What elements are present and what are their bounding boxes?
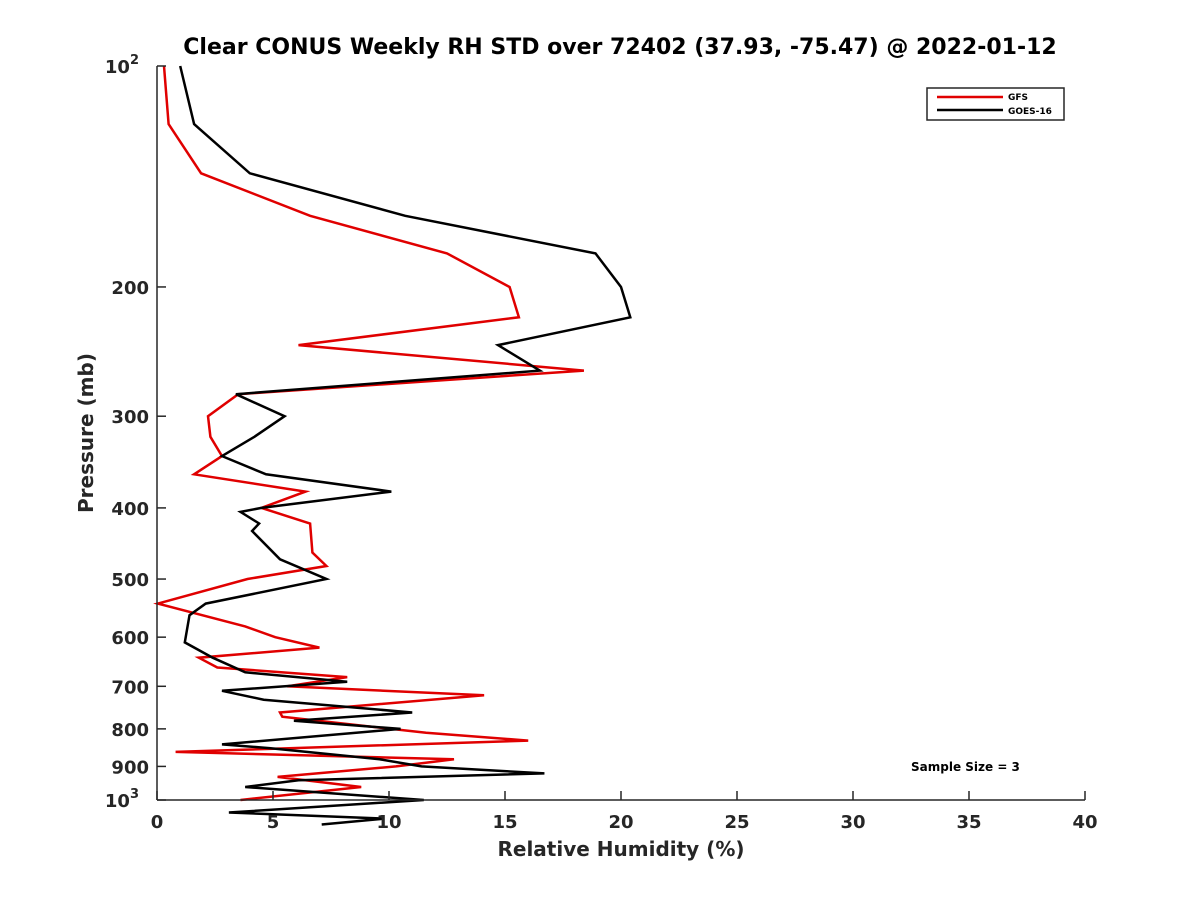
y-tick-label: 103 bbox=[105, 787, 139, 812]
plot-area bbox=[153, 65, 632, 826]
y-tick-label: 300 bbox=[111, 407, 149, 428]
legend: GFS GOES-16 bbox=[926, 87, 1065, 121]
axes: 0 5 10 15 20 25 30 35 40 102 200 300 400 500 600 700 800… bbox=[105, 53, 1098, 833]
y-tick-label: 900 bbox=[111, 757, 149, 778]
x-tick-label: 5 bbox=[267, 812, 280, 833]
y-tick-label: 200 bbox=[111, 278, 149, 299]
y-tick-label: 500 bbox=[111, 570, 149, 591]
x-tick-label: 35 bbox=[956, 812, 981, 833]
x-tick-label: 30 bbox=[840, 812, 865, 833]
x-tick-label: 15 bbox=[492, 812, 517, 833]
y-tick-label: 102 bbox=[105, 53, 139, 78]
y-tick-exponent: 2 bbox=[130, 53, 139, 68]
sample-size-annotation: Sample Size = 3 bbox=[911, 760, 1020, 774]
legend-box bbox=[926, 87, 1065, 121]
y-tick-label: 400 bbox=[111, 499, 149, 520]
x-axis-label: Relative Humidity (%) bbox=[497, 837, 744, 861]
x-tick-label: 0 bbox=[151, 812, 164, 833]
legend-label-goes16: GOES-16 bbox=[1008, 107, 1052, 117]
y-tick-label: 800 bbox=[111, 720, 149, 741]
legend-label-gfs: GFS bbox=[1008, 93, 1028, 103]
series-line-gfs bbox=[153, 65, 585, 802]
x-tick-label: 40 bbox=[1072, 812, 1097, 833]
y-axis-label: Pressure (mb) bbox=[74, 353, 98, 513]
x-tick-label: 10 bbox=[376, 812, 401, 833]
x-tick-label: 20 bbox=[608, 812, 633, 833]
chart-title: Clear CONUS Weekly RH STD over 72402 (37… bbox=[183, 35, 1056, 60]
y-tick-label: 600 bbox=[111, 628, 149, 649]
x-tick-label: 25 bbox=[724, 812, 749, 833]
y-tick-label: 700 bbox=[111, 677, 149, 698]
y-tick-exponent: 3 bbox=[130, 787, 139, 802]
series-line-goes16 bbox=[178, 65, 632, 826]
